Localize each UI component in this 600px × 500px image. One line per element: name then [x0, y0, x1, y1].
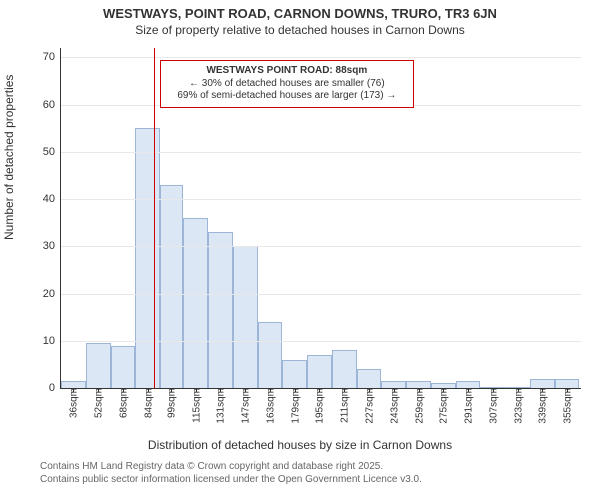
annotation-line: 69% of semi-detached houses are larger (… — [167, 90, 407, 103]
grid-line — [61, 294, 581, 295]
histogram-bar — [135, 128, 160, 388]
x-tick-label: 227sqm — [362, 388, 375, 424]
x-tick-label: 275sqm — [437, 388, 450, 424]
histogram-bar — [258, 322, 283, 388]
y-tick-label: 30 — [43, 240, 61, 252]
grid-line — [61, 246, 581, 247]
grid-line — [61, 199, 581, 200]
grid-line — [61, 152, 581, 153]
histogram-bar — [208, 232, 233, 388]
x-tick-label: 355sqm — [561, 388, 574, 424]
histogram-bar — [282, 360, 307, 388]
x-tick-label: 131sqm — [214, 388, 227, 424]
x-tick-label: 339sqm — [536, 388, 549, 424]
grid-line — [61, 341, 581, 342]
x-tick-label: 195sqm — [313, 388, 326, 424]
histogram-bar — [233, 246, 258, 388]
x-tick-label: 84sqm — [141, 388, 154, 418]
x-tick-label: 36sqm — [67, 388, 80, 418]
annotation-line: ← 30% of detached houses are smaller (76… — [167, 78, 407, 91]
histogram-bar — [86, 343, 111, 388]
x-tick-label: 147sqm — [239, 388, 252, 424]
chart-title-main: WESTWAYS, POINT ROAD, CARNON DOWNS, TRUR… — [0, 6, 600, 23]
x-tick-label: 99sqm — [164, 388, 177, 418]
annotation-line: WESTWAYS POINT ROAD: 88sqm — [167, 65, 407, 78]
y-axis-label: Number of detached properties — [2, 75, 16, 240]
histogram-bar — [307, 355, 332, 388]
x-tick-label: 291sqm — [462, 388, 475, 424]
histogram-bar — [406, 381, 431, 388]
y-tick-label: 40 — [43, 193, 61, 205]
histogram-bar — [61, 381, 86, 388]
x-tick-label: 179sqm — [288, 388, 301, 424]
chart-title-sub: Size of property relative to detached ho… — [0, 23, 600, 39]
y-tick-label: 20 — [43, 288, 61, 300]
histogram-bar — [332, 350, 357, 388]
histogram-bar — [160, 185, 183, 388]
y-tick-label: 0 — [49, 382, 61, 394]
y-tick-label: 50 — [43, 146, 61, 158]
histogram-bar — [381, 381, 406, 388]
x-axis-label: Distribution of detached houses by size … — [0, 438, 600, 452]
chart-container: WESTWAYS, POINT ROAD, CARNON DOWNS, TRUR… — [0, 0, 600, 500]
x-tick-label: 259sqm — [412, 388, 425, 424]
footnote-line-2: Contains public sector information licen… — [40, 473, 422, 486]
x-tick-label: 211sqm — [338, 388, 351, 423]
x-tick-label: 52sqm — [92, 388, 105, 418]
footnote: Contains HM Land Registry data © Crown c… — [40, 460, 422, 486]
plot-area: 01020304050607036sqm52sqm68sqm84sqm99sqm… — [60, 48, 581, 389]
histogram-bar — [456, 381, 481, 388]
chart-title-block: WESTWAYS, POINT ROAD, CARNON DOWNS, TRUR… — [0, 6, 600, 38]
histogram-bar — [183, 218, 208, 388]
x-tick-label: 307sqm — [486, 388, 499, 424]
y-tick-label: 70 — [43, 51, 61, 63]
y-tick-label: 60 — [43, 99, 61, 111]
x-tick-label: 163sqm — [263, 388, 276, 424]
y-tick-label: 10 — [43, 335, 61, 347]
annotation-box: WESTWAYS POINT ROAD: 88sqm← 30% of detac… — [160, 60, 414, 108]
grid-line — [61, 57, 581, 58]
histogram-bar — [530, 379, 555, 388]
x-tick-label: 323sqm — [511, 388, 524, 424]
x-tick-label: 243sqm — [387, 388, 400, 424]
footnote-line-1: Contains HM Land Registry data © Crown c… — [40, 460, 422, 473]
histogram-bar — [111, 346, 136, 389]
histogram-bar — [357, 369, 382, 388]
x-tick-label: 115sqm — [189, 388, 202, 423]
histogram-bar — [555, 379, 580, 388]
reference-line — [154, 48, 155, 388]
x-tick-label: 68sqm — [116, 388, 129, 418]
